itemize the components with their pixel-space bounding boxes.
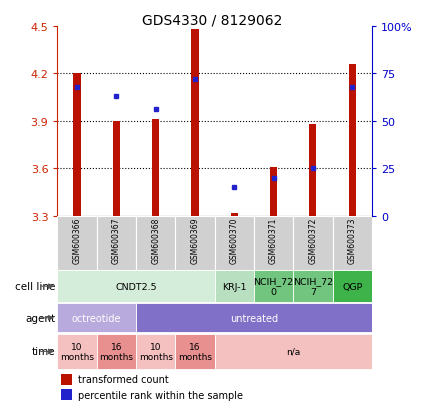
Bar	[57, 334, 96, 369]
Text: GSM600373: GSM600373	[348, 217, 357, 263]
Bar	[191, 30, 198, 216]
Bar	[175, 216, 215, 270]
Bar	[60, 374, 73, 385]
Text: cell line: cell line	[15, 282, 56, 292]
Bar	[231, 213, 238, 216]
Text: GSM600372: GSM600372	[309, 217, 317, 263]
Text: GSM600367: GSM600367	[112, 217, 121, 263]
Text: 16
months: 16 months	[178, 342, 212, 361]
Bar	[215, 216, 254, 270]
Bar	[332, 216, 372, 270]
Bar	[254, 271, 293, 302]
Bar	[293, 271, 332, 302]
Bar	[57, 304, 136, 332]
Bar	[175, 334, 215, 369]
Bar	[348, 65, 356, 216]
Text: NCIH_72
0: NCIH_72 0	[254, 277, 294, 296]
Bar	[215, 271, 254, 302]
Bar	[332, 271, 372, 302]
Text: NCIH_72
7: NCIH_72 7	[293, 277, 333, 296]
Bar	[113, 121, 120, 216]
Text: 16
months: 16 months	[99, 342, 133, 361]
Text: GSM600366: GSM600366	[73, 217, 82, 263]
Text: percentile rank within the sample: percentile rank within the sample	[78, 390, 243, 400]
Text: GSM600368: GSM600368	[151, 217, 160, 263]
Bar	[136, 216, 175, 270]
Text: QGP: QGP	[342, 282, 363, 291]
Text: transformed count: transformed count	[78, 374, 169, 384]
Text: 10
months: 10 months	[60, 342, 94, 361]
Bar	[136, 334, 175, 369]
Text: GSM600371: GSM600371	[269, 217, 278, 263]
Text: untreated: untreated	[230, 313, 278, 323]
Bar	[270, 167, 277, 216]
Text: n/a: n/a	[286, 347, 300, 356]
Text: GSM600369: GSM600369	[190, 217, 199, 263]
Text: GSM600370: GSM600370	[230, 217, 239, 263]
Bar	[96, 334, 136, 369]
Text: agent: agent	[26, 313, 56, 323]
Text: GDS4330 / 8129062: GDS4330 / 8129062	[142, 13, 283, 27]
Bar	[57, 271, 215, 302]
Bar	[74, 74, 81, 216]
Text: time: time	[32, 347, 56, 356]
Bar	[57, 216, 96, 270]
Bar	[293, 216, 332, 270]
Bar	[96, 216, 136, 270]
Text: KRJ-1: KRJ-1	[222, 282, 246, 291]
Text: 10
months: 10 months	[139, 342, 173, 361]
Bar	[152, 120, 159, 216]
Bar	[60, 389, 73, 400]
Bar	[215, 334, 372, 369]
Text: octreotide: octreotide	[72, 313, 122, 323]
Text: CNDT2.5: CNDT2.5	[115, 282, 157, 291]
Bar	[254, 216, 293, 270]
Bar	[136, 304, 372, 332]
Bar	[309, 125, 317, 216]
